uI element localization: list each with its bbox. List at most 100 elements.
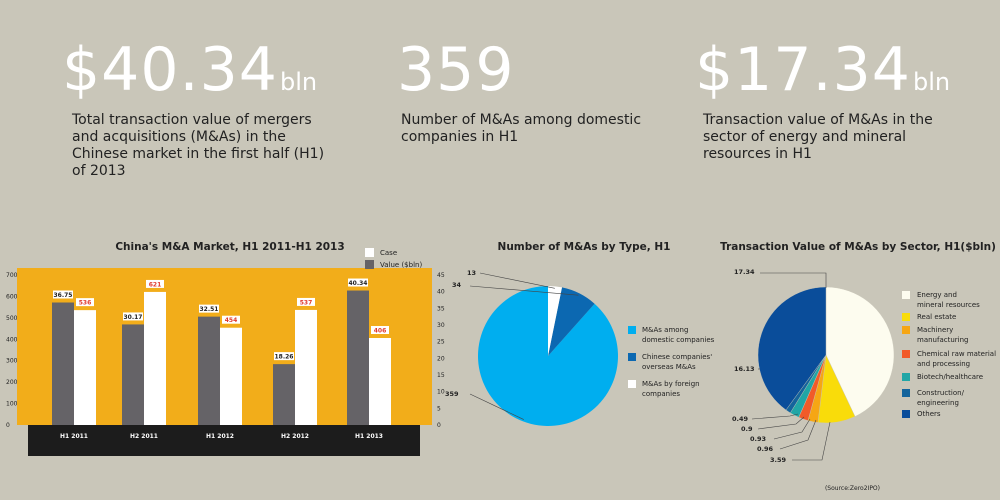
stat-unit: bln [912,68,951,96]
stat-desc-line: and acquisitions (M&As) in the [72,129,286,145]
stat-energy-value: $17.34bln Transaction value of M&As in t… [695,40,950,163]
leader-line [469,285,579,296]
case-label: 621 [149,281,162,288]
value-bar [347,290,369,425]
bar-marks: 700 600 500 400 300 200 100 0 45 40 35 30 25 20 15 10 5 0… [6,272,445,440]
sector-pie-chart: Transaction Value of M&As by Sector, H1(… [720,241,996,464]
legend-label: domestic companies [642,336,715,344]
case-bar [295,309,317,425]
left-axis-tick: 400 [6,336,18,343]
leader-line [773,418,811,440]
slice-value-label: 0.9 [741,425,753,433]
legend-swatch [628,380,636,388]
value-bar [122,324,144,425]
case-label-box [297,297,315,306]
value-label-box [53,290,73,299]
right-axis-tick: 30 [437,322,445,329]
stat-value: $17.34 [695,35,911,105]
value-label: 18.26 [275,354,294,361]
left-axis-tick: 600 [6,293,18,300]
legend-label: Biotech/healthcare [917,373,983,381]
slice-value-label: 34 [452,281,462,289]
stat-value: 359 [397,35,515,105]
case-label: 537 [300,299,313,306]
stat-desc-line: Transaction value of M&As in the [703,112,933,128]
legend-label: and processing [917,360,970,368]
legend-label: M&As among [642,326,688,334]
legend-label: manufacturing [917,336,968,344]
value-label: 36.75 [54,292,73,299]
slice-value-label: 0.49 [732,415,749,423]
pie-slice [548,286,562,356]
legend-swatch [902,410,910,418]
legend-swatch [902,326,910,334]
legend-swatch [902,291,910,299]
case-label-box [146,279,164,288]
stat-desc-line: companies in H1 [401,129,519,145]
stat-desc-line: Number of M&As among domestic [401,112,642,128]
right-axis-tick: 20 [437,355,445,362]
legend-label: Chemical raw material [917,350,996,358]
value-bar [198,316,220,425]
slice-value-label: 16.13 [734,365,755,373]
type-pie-title: Number of M&As by Type, H1 [498,241,671,253]
pie-slice [548,287,595,356]
leader-line [757,416,805,430]
left-axis-tick: 300 [6,358,18,365]
type-pie-chart: Number of M&As by Type, H1 359 34 13 M&As a… [445,241,715,427]
stat-total-value: $40.34bln Total transaction value of mer… [62,40,324,180]
legend-label: Construction/ [917,389,965,397]
case-label: 536 [79,300,92,307]
category-label: H1 2011 [60,433,88,440]
case-label-box [222,315,240,324]
case-label-box [371,326,389,334]
category-label: H1 2013 [355,433,383,440]
sector-pie-title: Transaction Value of M&As by Sector, H1(… [720,241,996,253]
case-bar [144,291,166,425]
case-bar [74,310,96,425]
legend-label: companies [642,390,680,398]
value-label: 32.51 [200,306,219,313]
stat-desc-line: resources in H1 [703,146,812,162]
legend-label: Energy and [917,291,957,299]
value-label-box [348,278,368,287]
left-axis-tick: 200 [6,379,18,386]
right-axis-tick: 0 [437,422,441,429]
legend-swatch [902,389,910,397]
stat-desc-line: sector of energy and mineral [703,129,907,145]
value-bar [52,302,74,425]
right-axis-tick: 25 [437,339,445,346]
slice-value-label: 0.96 [757,445,774,453]
legend-swatch-value [365,260,374,269]
legend-label: engineering [917,399,959,407]
bar-chart-category-band [28,425,420,456]
leader-line [779,419,817,450]
stat-description: Transaction value of M&As in the sector … [703,112,950,163]
legend-swatch [628,326,636,334]
legend-label: Chinese companies' [642,353,712,361]
leader-line [469,393,524,420]
legend-swatch [902,313,910,321]
stat-desc-line: Chinese market in the first half (H1) [72,146,325,162]
value-label-box [274,352,294,361]
legend-label: Real estate [917,313,956,321]
value-bar [273,364,295,425]
legend-swatch [902,373,910,381]
case-label: 406 [374,328,387,335]
slice-value-label: 359 [445,390,459,398]
right-axis-tick: 35 [437,305,445,312]
value-label: 30.17 [124,314,143,321]
legend-label: M&As by foreign [642,380,700,388]
category-label: H2 2012 [281,433,309,440]
left-axis-tick: 500 [6,315,18,322]
pie-slice [757,286,827,411]
value-label-box [199,304,219,313]
stat-unit: bln [279,68,318,96]
stat-domestic-count: 359 Number of M&As among domestic compan… [397,40,641,146]
leader-line [792,421,831,461]
leader-line [751,413,799,420]
legend-label-value: Value ($bln) [380,261,422,269]
legend-label: Machinery [917,326,953,334]
legend-swatch [628,353,636,361]
